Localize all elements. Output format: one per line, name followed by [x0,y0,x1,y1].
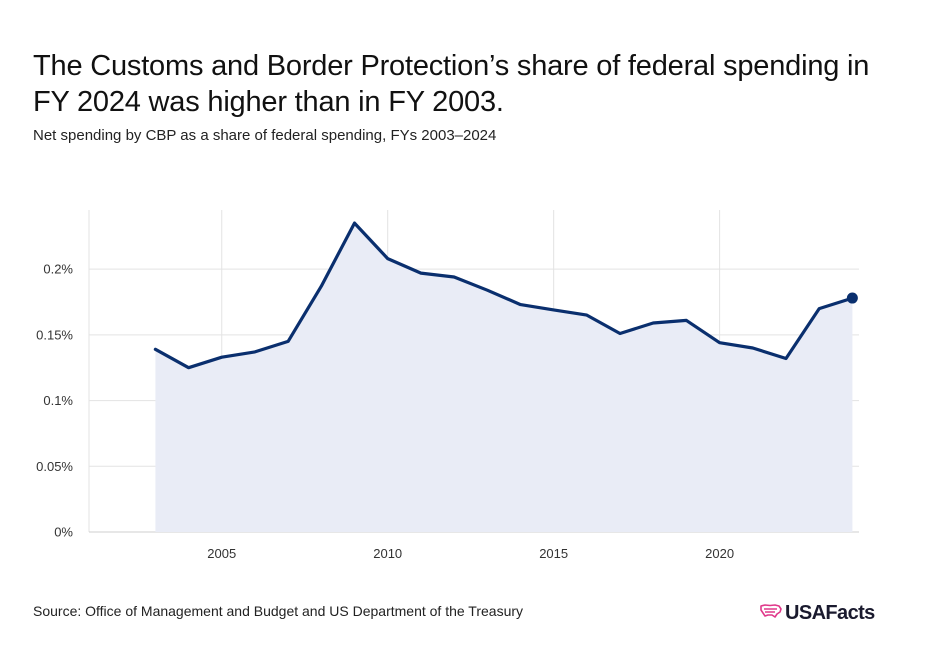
y-axis-ticks: 0% 0.05% 0.1% 0.15% 0.2% [36,262,73,540]
x-tick-label: 2010 [373,546,402,561]
us-map-icon [760,603,782,624]
x-tick-label: 2005 [207,546,236,561]
series-line [153,221,854,370]
x-tick-label: 2015 [539,546,568,561]
area-fill [155,223,853,532]
usafacts-logo[interactable]: USAFacts [760,600,875,626]
y-tick-label: 0.05% [36,459,73,474]
chart-subtitle: Net spending by CBP as a share of federa… [33,127,497,144]
x-tick-label: 2020 [705,546,734,561]
x-axis-ticks: 2005 2010 2015 2020 [207,546,734,561]
chart-title: The Customs and Border Protection’s shar… [33,50,870,118]
endpoint-marker [846,292,858,304]
source-note: Source: Office of Management and Budget … [33,603,524,619]
y-tick-label: 0.15% [36,327,73,342]
y-tick-label: 0% [54,525,73,540]
y-tick-label: 0.1% [43,393,73,408]
logo-text: USAFacts [785,601,875,624]
y-tick-label: 0.2% [43,262,73,277]
data-points [846,292,858,304]
